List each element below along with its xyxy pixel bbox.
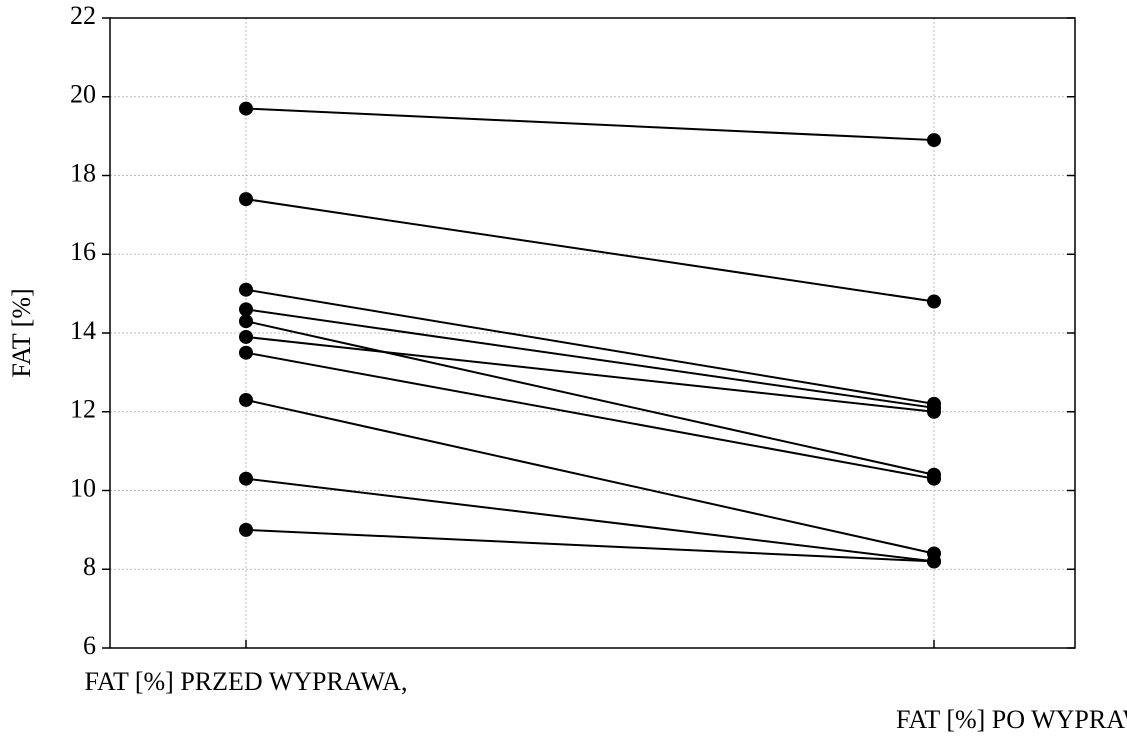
y-tick-label: 22	[70, 1, 96, 30]
series-line	[245, 320, 935, 476]
y-tick-label: 20	[70, 80, 96, 109]
series-line	[245, 528, 935, 563]
point	[239, 329, 253, 344]
point	[927, 294, 941, 309]
point	[239, 302, 253, 317]
y-tick-label: 18	[70, 158, 96, 187]
point	[927, 404, 941, 419]
y-tick-label: 10	[70, 473, 96, 502]
series-line	[245, 398, 935, 555]
x-tick-label: FAT [%] PO WYPRAWIE	[896, 705, 1127, 734]
point	[239, 314, 253, 329]
series-line	[245, 335, 935, 413]
point	[239, 282, 253, 297]
point	[239, 471, 253, 486]
point	[927, 471, 941, 486]
y-tick-label: 6	[83, 631, 96, 660]
series-line	[245, 351, 935, 480]
series-line	[245, 477, 935, 563]
series-line	[245, 198, 935, 303]
point	[927, 554, 941, 569]
y-tick-label: 14	[70, 316, 96, 345]
point	[239, 101, 253, 116]
point	[239, 192, 253, 207]
y-axis-label: FAT [%]	[7, 288, 36, 377]
x-tick-label: FAT [%] PRZED WYPRAWA,	[85, 667, 408, 696]
y-tick-label: 16	[70, 237, 96, 266]
point	[927, 133, 941, 148]
point	[239, 522, 253, 537]
series-line	[245, 107, 935, 142]
y-tick-label: 8	[83, 552, 96, 581]
point	[239, 392, 253, 407]
series-line	[245, 308, 935, 409]
series-line	[245, 288, 935, 405]
point	[239, 345, 253, 360]
y-tick-label: 12	[70, 395, 96, 424]
